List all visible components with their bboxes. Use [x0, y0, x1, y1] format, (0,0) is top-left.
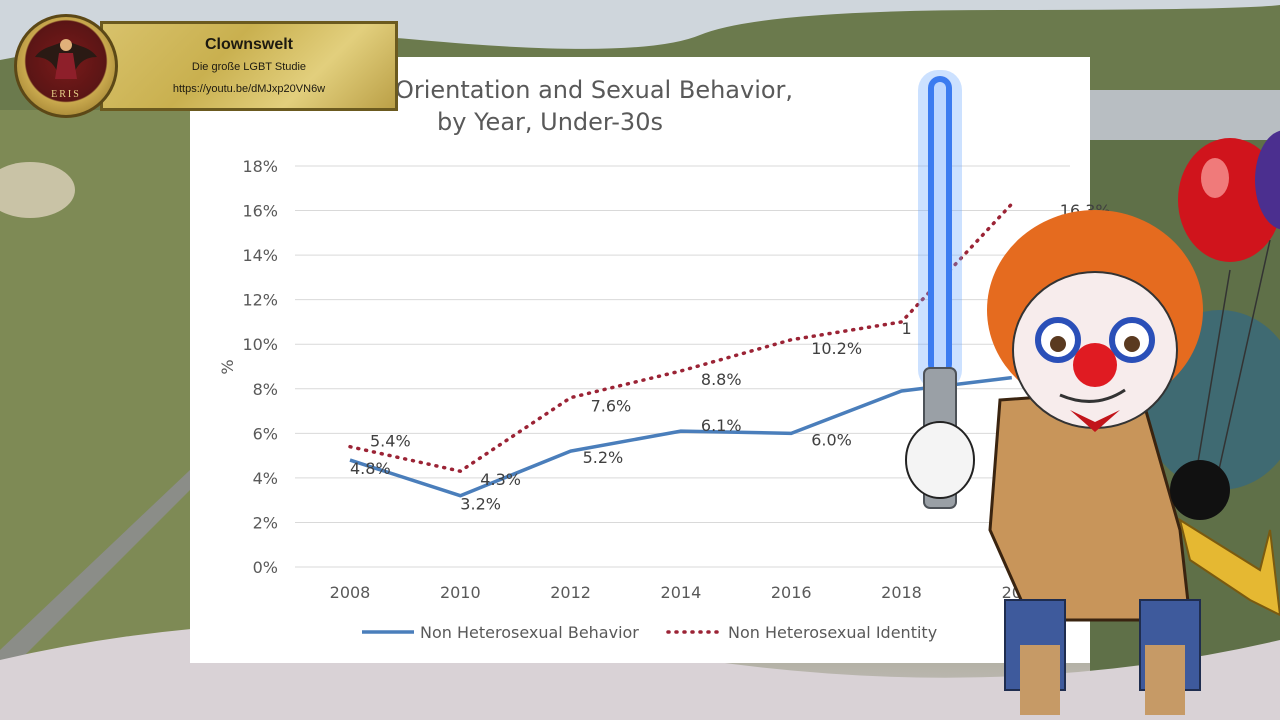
channel-banner: Clownswelt Die große LGBT Studie https:/… [100, 21, 398, 111]
x-tick-label: 2012 [550, 583, 591, 602]
y-tick-label: 16% [242, 202, 278, 221]
badge-text: ERIS [51, 89, 81, 100]
data-label: 10.2% [811, 339, 862, 358]
channel-name: Clownswelt [204, 36, 293, 53]
y-tick-label: 8% [253, 380, 278, 399]
data-label: 5.4% [370, 432, 411, 451]
y-axis-label: % [218, 359, 237, 374]
y-tick-label: 10% [242, 335, 278, 354]
legend-label: Non Heterosexual Identity [728, 623, 937, 642]
x-tick-label: 2008 [330, 583, 371, 602]
x-tick-label: 2016 [771, 583, 812, 602]
data-label: 5.2% [583, 448, 624, 467]
y-axis-ticks: 0% 2% 4% 6% 8% 10% 12% 14% 16% 18% [242, 157, 278, 577]
channel-subtitle: Die große LGBT Studie [191, 61, 307, 73]
y-tick-label: 12% [242, 291, 278, 310]
x-tick-label: 2014 [661, 583, 702, 602]
channel-url[interactable]: https://youtu.be/dMJxp20VN6w [172, 83, 326, 95]
data-label: 1 [902, 319, 912, 338]
clown-mascot-icon [905, 70, 1280, 715]
legend: Non Heterosexual Behavior Non Heterosexua… [362, 623, 937, 642]
y-tick-label: 4% [253, 469, 278, 488]
series-line-1 [349, 375, 1013, 498]
series-lines [348, 202, 1014, 498]
x-tick-label: 2010 [440, 583, 481, 602]
legend-label: Non Heterosexual Behavior [420, 623, 639, 642]
eris-logo-icon: ERIS [14, 14, 118, 118]
data-label: 6.0% [811, 430, 852, 449]
series-line-2 [348, 202, 1014, 473]
data-label: 3.2% [460, 495, 501, 514]
data-labels: 4.8% 3.2% 5.2% 6.1% 6.0% 5.4% 4.3% 7.6% 8.8% 10.2… [350, 201, 1111, 514]
chart-title-line-2: by Year, Under-30s [437, 108, 663, 136]
y-tick-label: 6% [253, 424, 278, 443]
y-tick-label: 14% [242, 246, 278, 265]
y-tick-label: 0% [253, 558, 278, 577]
data-label: 7.6% [591, 397, 632, 416]
y-tick-label: 2% [253, 513, 278, 532]
data-label: 4.8% [350, 459, 391, 478]
x-tick-label: 2018 [881, 583, 922, 602]
y-tick-label: 18% [242, 157, 278, 176]
data-label: 8.8% [701, 370, 742, 389]
data-label: 4.3% [480, 470, 521, 489]
x-axis-ticks: 2008 2010 2012 2014 2016 2018 20 [330, 583, 1022, 602]
data-label: 6.1% [701, 416, 742, 435]
